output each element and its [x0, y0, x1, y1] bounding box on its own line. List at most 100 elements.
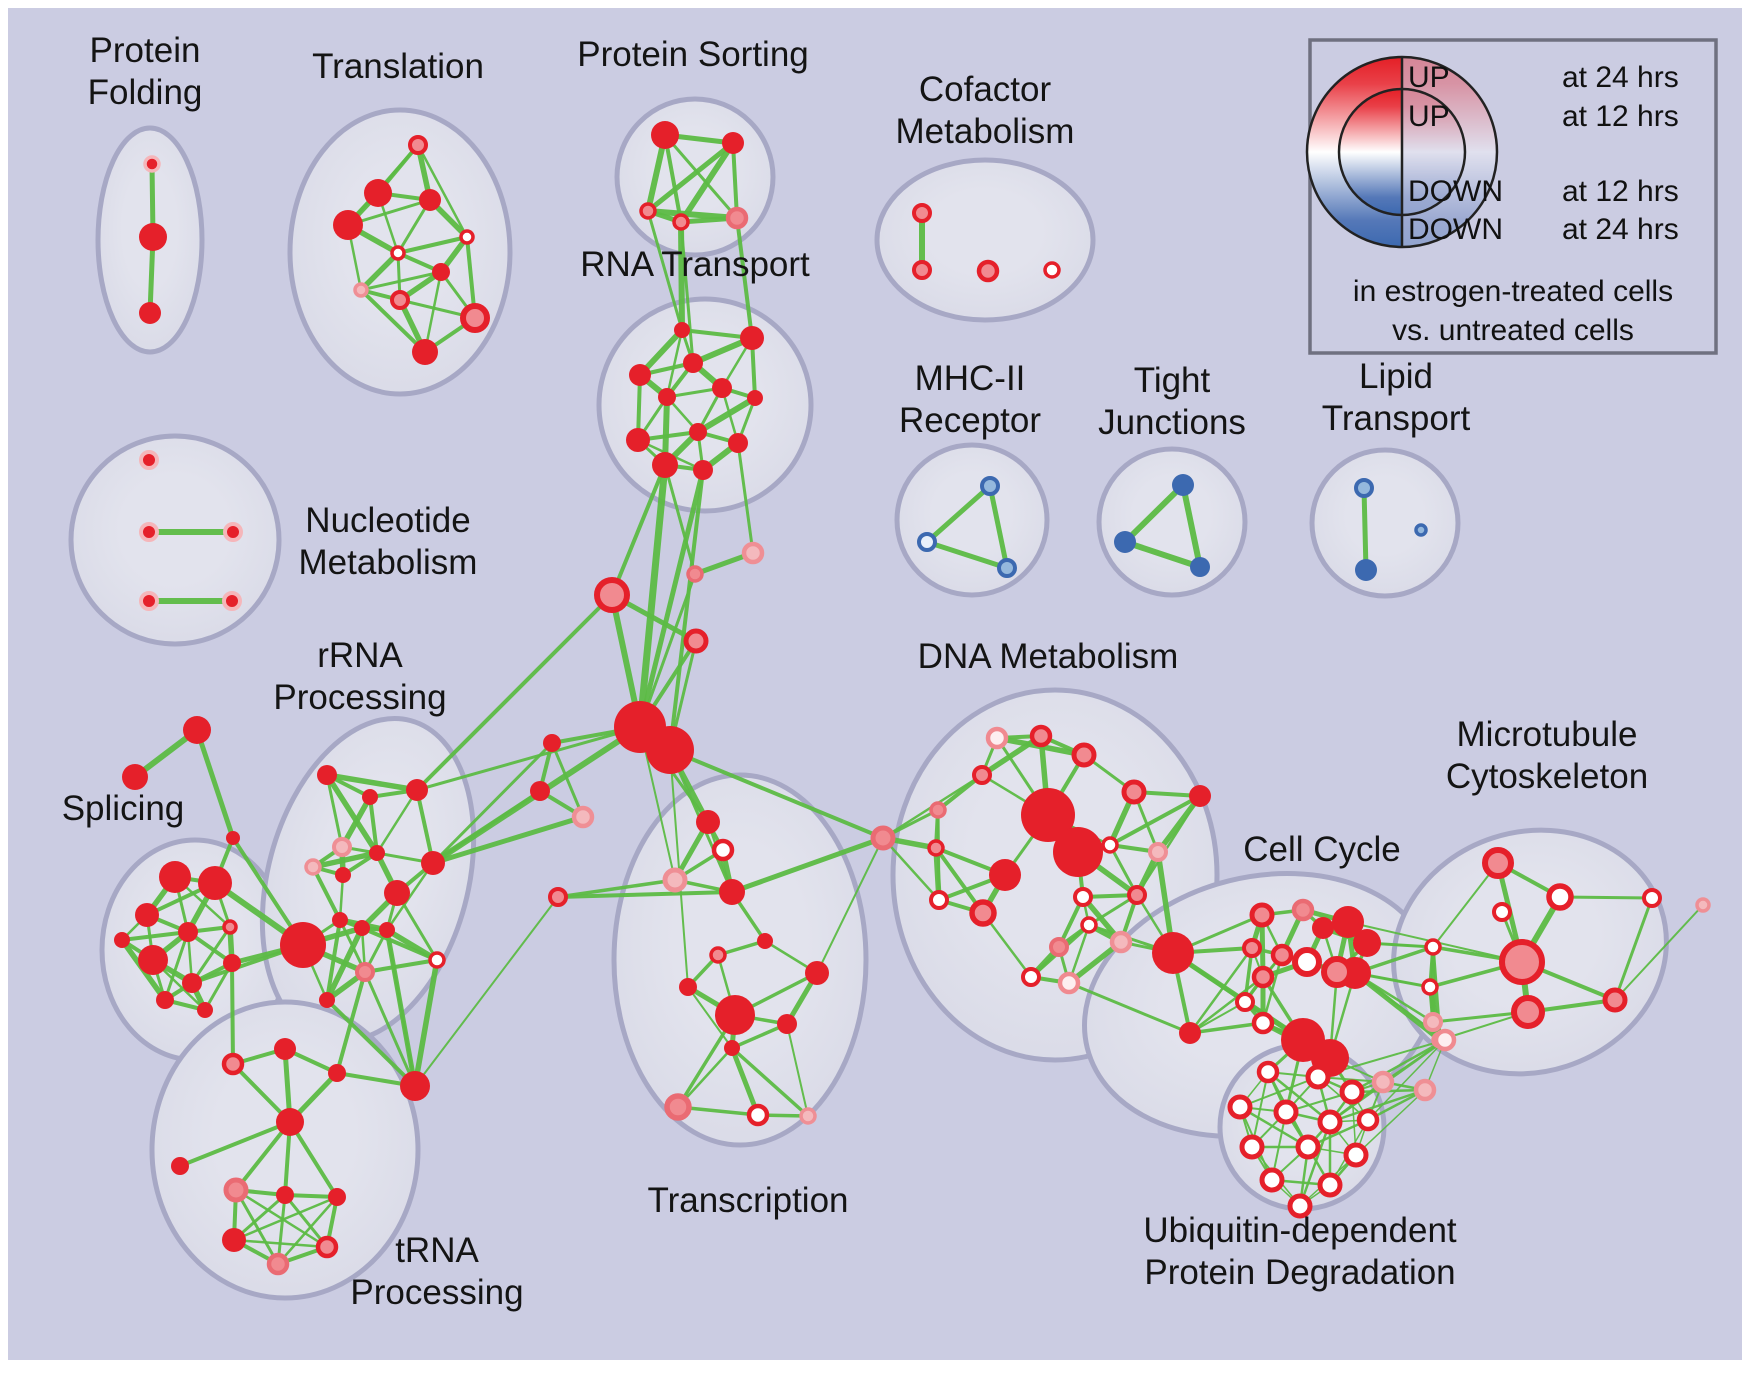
- network-edge: [663, 133, 739, 220]
- node-translation-9: [460, 303, 490, 333]
- node-dna-metabolism-4: [929, 801, 947, 819]
- network-edge: [431, 789, 542, 865]
- node-ubiquitin-degradation-12: [1287, 1193, 1313, 1219]
- node-protein-folding-0: [143, 155, 161, 173]
- node-rna-transport-0: [674, 322, 690, 338]
- node-rrna-processing-16: [319, 992, 335, 1008]
- node-transcription-4: [757, 933, 773, 949]
- node-ubiquitin-degradation-11: [1317, 1172, 1343, 1198]
- network-edge: [1613, 896, 1654, 1002]
- node-tight-junctions-0: [1172, 474, 1194, 496]
- cluster-label-tight-junctions-line0: Tight: [1134, 361, 1211, 400]
- network-edge: [363, 970, 417, 1088]
- network-edge: [1361, 485, 1369, 573]
- legend-term-down12: DOWN: [1408, 175, 1503, 208]
- node-microtubule-cytoskeleton-5: [1602, 987, 1628, 1013]
- cluster-label-nucleotide-metabolism-line1: Metabolism: [299, 543, 478, 582]
- network-edge: [729, 835, 886, 895]
- node-protein-folding-1: [139, 223, 167, 251]
- network-edge: [730, 1022, 789, 1050]
- network-edge: [1558, 895, 1654, 900]
- node-cell-cycle-15: [1179, 1022, 1201, 1044]
- cluster-label-mhc-ii-receptor-line1: Receptor: [899, 401, 1041, 440]
- network-edge: [415, 725, 642, 792]
- network-edge: [395, 891, 439, 962]
- cluster-label-tight-junctions-line1: Junctions: [1098, 403, 1246, 442]
- node-transcription-11: [664, 1093, 692, 1121]
- node-trna-processing-4: [171, 1157, 189, 1175]
- network-edge: [639, 726, 676, 881]
- node-hub-8: [571, 805, 595, 829]
- network-edge: [163, 930, 190, 1002]
- node-cell-cycle-18: [1423, 1012, 1443, 1032]
- node-hub-1: [646, 726, 694, 774]
- node-ubiquitin-degradation-6: [1356, 1108, 1380, 1132]
- cluster-label-rrna-processing-line1: Processing: [273, 678, 446, 717]
- node-rrna-processing-3: [332, 837, 352, 857]
- node-cell-cycle-12: [1251, 1011, 1275, 1035]
- network-edge: [663, 133, 683, 224]
- node-dna-metabolism-12: [1148, 842, 1168, 862]
- network-edge: [735, 216, 754, 340]
- node-transcription-5: [709, 946, 727, 964]
- node-hub-11: [226, 831, 240, 845]
- node-ubiquitin-degradation-3: [1227, 1094, 1253, 1120]
- node-dna-metabolism-10: [989, 859, 1021, 891]
- node-dna-metabolism-15: [929, 890, 949, 910]
- network-edge: [1239, 1076, 1319, 1108]
- node-dna-metabolism-0: [985, 726, 1009, 750]
- node-transcription-3: [719, 879, 745, 905]
- node-translation-7: [353, 282, 369, 298]
- network-edge: [786, 1023, 809, 1117]
- network-edge: [695, 395, 758, 435]
- node-nucleotide-metabolism-0: [139, 450, 159, 470]
- node-protein-sorting-2: [639, 202, 657, 220]
- cluster-ellipse-cofactor-metabolism: [874, 157, 1096, 323]
- node-microtubule-cytoskeleton-4: [1511, 995, 1545, 1029]
- node-cell-cycle-17: [1421, 978, 1439, 996]
- node-rna-transport-8: [689, 423, 707, 441]
- node-dna-metabolism-11: [1101, 836, 1119, 854]
- node-ubiquitin-degradation-14: [1413, 1078, 1437, 1102]
- network-edge: [1122, 539, 1203, 570]
- network-edge: [816, 837, 884, 974]
- node-dna-metabolism-14: [1127, 885, 1147, 905]
- network-edge: [234, 1120, 292, 1192]
- node-trna-processing-1: [274, 1038, 296, 1060]
- legend-caption-line2: vs. untreated cells: [1392, 314, 1634, 347]
- network-edge: [979, 733, 1044, 778]
- node-splicing-3: [178, 922, 198, 942]
- node-trna-processing-0: [221, 1052, 245, 1076]
- network-edge: [324, 772, 420, 793]
- node-splicing-0: [159, 861, 191, 893]
- node-dna-metabolism-13: [1073, 887, 1093, 907]
- network-edge: [368, 795, 379, 855]
- node-translation-10: [412, 339, 438, 365]
- node-protein-sorting-0: [651, 121, 679, 149]
- node-rna-transport-5: [712, 378, 732, 398]
- network-edge: [924, 539, 1010, 571]
- network-edge: [987, 483, 1010, 571]
- node-mhc-ii-receptor-2: [997, 558, 1017, 578]
- cluster-label-trna-processing-line1: Processing: [350, 1273, 523, 1312]
- node-ubiquitin-degradation-0: [1256, 1060, 1280, 1084]
- node-cell-cycle-0: [1249, 902, 1275, 928]
- network-edge: [1188, 946, 1254, 1035]
- network-edge: [668, 468, 705, 752]
- node-trna-processing-2: [328, 1064, 346, 1082]
- node-cell-cycle-9: [1321, 956, 1353, 988]
- network-edge: [415, 788, 435, 865]
- node-rrna-processing-1: [362, 789, 378, 805]
- network-edge: [190, 925, 232, 985]
- network-edge: [556, 890, 734, 899]
- node-ubiquitin-degradation-4: [1273, 1099, 1299, 1125]
- cluster-ellipse-mhc-ii-receptor: [894, 442, 1050, 598]
- node-trna-processing-9: [315, 1235, 339, 1259]
- node-transcription-13: [799, 1107, 817, 1125]
- network-edge: [396, 235, 469, 255]
- node-nucleotide-metabolism-4: [222, 591, 242, 611]
- cluster-label-protein-folding-line1: Folding: [88, 73, 203, 112]
- cluster-label-lipid-transport-line0: Lipid: [1359, 357, 1433, 396]
- node-dna-metabolism-5: [1121, 779, 1147, 805]
